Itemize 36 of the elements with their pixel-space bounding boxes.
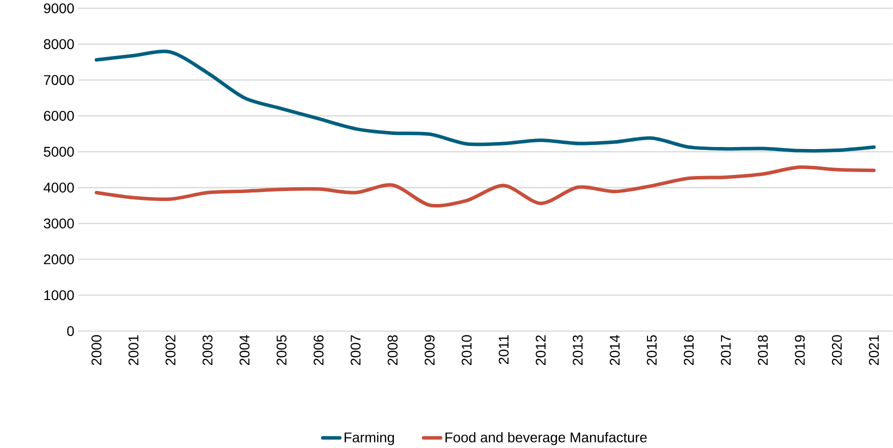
x-tick-label: 2011 bbox=[498, 335, 509, 364]
y-tick-label: 8000 bbox=[44, 39, 74, 50]
legend-label: Food and beverage Manufacture bbox=[446, 432, 647, 446]
x-tick-label: 2018 bbox=[758, 335, 768, 366]
x-tick-label: 2017 bbox=[720, 335, 731, 366]
x-tick-label: 2003 bbox=[202, 335, 212, 366]
x-tick-label: 2019 bbox=[794, 335, 805, 366]
x-tick-label: 2000 bbox=[91, 335, 102, 366]
x-tick-label: 2004 bbox=[240, 335, 250, 366]
x-tick-label: 2008 bbox=[388, 335, 398, 366]
legend-label: Farming bbox=[344, 432, 394, 446]
x-tick-label: 2016 bbox=[684, 335, 694, 366]
y-tick-label: 1000 bbox=[44, 290, 74, 300]
x-tick-label: 2012 bbox=[536, 335, 546, 366]
x-tick-label: 2009 bbox=[424, 335, 435, 366]
line-series bbox=[94, 165, 876, 208]
x-tick-label: 2015 bbox=[646, 335, 657, 366]
y-tick-label: 3000 bbox=[44, 218, 74, 228]
y-tick-label: 6000 bbox=[44, 110, 74, 121]
y-tick-label: 4000 bbox=[44, 182, 74, 193]
x-tick-label: 2020 bbox=[832, 335, 842, 366]
x-tick-label: 2007 bbox=[350, 335, 361, 366]
y-tick-label: 2000 bbox=[44, 254, 74, 264]
y-tick-label: 0 bbox=[67, 326, 74, 336]
y-tick-label: 9000 bbox=[44, 3, 74, 14]
y-tick-label: 5000 bbox=[44, 146, 74, 157]
x-tick-label: 2006 bbox=[314, 335, 324, 366]
x-tick-label: 2005 bbox=[276, 335, 287, 366]
x-tick-label: 2021 bbox=[868, 335, 879, 366]
x-tick-label: 2010 bbox=[462, 335, 472, 366]
x-tick-label: 2013 bbox=[572, 335, 583, 366]
x-tick-label: 2001 bbox=[128, 335, 138, 366]
x-tick-label: 2014 bbox=[610, 335, 620, 366]
y-tick-label: 7000 bbox=[44, 75, 74, 85]
x-tick-label: 2002 bbox=[166, 335, 176, 366]
line-series bbox=[94, 50, 876, 153]
